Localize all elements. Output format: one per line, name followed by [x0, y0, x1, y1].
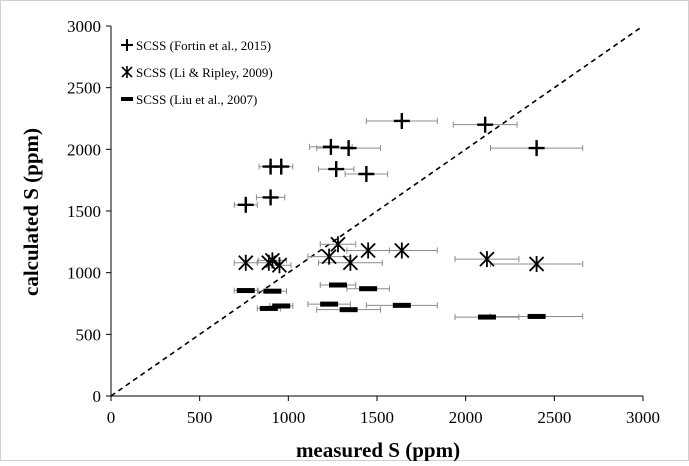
legend-asterisk-d2 — [121, 66, 133, 78]
data-point-plus — [322, 138, 339, 155]
data-point-asterisk — [264, 252, 281, 269]
y-tick-label: 1000 — [67, 264, 101, 283]
x-tick-label: 1000 — [271, 408, 305, 427]
data-point-asterisk — [342, 254, 359, 271]
data-point-plus — [358, 166, 375, 182]
data-point-asterisk — [479, 251, 495, 268]
y-axis-title: calculated S (ppm) — [19, 128, 43, 296]
asterisk-marker-d2 — [238, 255, 254, 271]
x-tick-label: 2500 — [537, 408, 571, 427]
data-point-dash — [477, 314, 496, 320]
data-point-plus — [237, 196, 254, 213]
x-tick-label: 0 — [107, 408, 116, 427]
legend-label: SCSS (Fortin et al., 2015) — [136, 38, 271, 53]
asterisk-marker-d2 — [528, 256, 545, 272]
legend-item: SCSS (Liu et al., 2007) — [121, 92, 257, 107]
asterisk-marker-d2 — [479, 251, 495, 267]
data-point-plus — [328, 161, 345, 178]
data-point-dash — [392, 302, 411, 308]
data-point-asterisk — [394, 242, 410, 259]
data-point-plus — [528, 140, 545, 157]
legend: SCSS (Fortin et al., 2015) SCSS (Li & Rip… — [121, 38, 273, 107]
asterisk-marker-d2 — [321, 248, 337, 265]
y-tick-label: 500 — [76, 325, 102, 344]
dash-marker — [392, 302, 411, 308]
data-point-plus — [340, 140, 357, 157]
x-tick-label: 2000 — [449, 408, 483, 427]
y-tick-label: 2000 — [67, 140, 101, 159]
data-point-asterisk — [238, 254, 254, 271]
asterisk-marker-d2 — [342, 255, 359, 271]
data-point-asterisk — [321, 248, 337, 265]
legend-label: SCSS (Li & Ripley, 2009) — [136, 65, 273, 80]
dash-marker — [263, 288, 282, 294]
data-point-asterisk — [271, 257, 288, 274]
data-points-layer — [236, 112, 546, 320]
data-point-dash — [236, 288, 255, 294]
y-tick-label: 1500 — [67, 202, 101, 221]
x-axis-title: measured S (ppm) — [296, 438, 460, 461]
asterisk-marker-d2 — [271, 257, 288, 273]
data-point-dash — [272, 303, 291, 309]
data-point-asterisk — [528, 256, 545, 273]
x-tick-label: 500 — [187, 408, 213, 427]
legend-item: SCSS (Fortin et al., 2015) — [121, 38, 271, 53]
data-point-dash — [328, 282, 347, 288]
y-tick-label: 3000 — [67, 17, 101, 36]
dash-marker — [236, 288, 255, 294]
y-tick-label: 0 — [93, 387, 102, 406]
data-point-dash — [339, 307, 358, 313]
data-point-asterisk — [330, 236, 346, 253]
dash-marker — [320, 301, 339, 307]
dash-marker — [527, 313, 546, 319]
axes-layer: 0 500 1000 1500 2000 2500 3000 0 500 1000 1500 2000… — [67, 17, 660, 427]
y-tick-label: 2500 — [67, 79, 101, 98]
dash-marker — [272, 303, 291, 309]
legend-dash — [121, 97, 133, 101]
data-point-plus — [262, 189, 279, 206]
asterisk-marker-d2 — [394, 242, 410, 259]
dash-marker — [328, 282, 347, 288]
data-point-dash — [359, 286, 378, 292]
data-point-dash — [527, 313, 546, 319]
x-tick-label: 1500 — [360, 408, 394, 427]
data-point-dash — [320, 301, 339, 307]
dash-marker — [477, 314, 496, 320]
x-tick-label: 3000 — [626, 408, 660, 427]
legend-item: SCSS (Li & Ripley, 2009) — [121, 65, 273, 80]
one-to-one-line — [110, 25, 644, 397]
data-point-asterisk — [360, 242, 376, 259]
dash-marker — [359, 286, 378, 292]
asterisk-marker-d2 — [264, 252, 281, 268]
dash-marker — [259, 305, 278, 311]
data-point-plus — [393, 112, 410, 129]
dash-marker — [339, 307, 358, 313]
asterisk-marker-d2 — [330, 236, 346, 252]
data-point-dash — [263, 288, 282, 294]
data-point-dash — [259, 305, 278, 311]
data-point-plus — [273, 158, 290, 175]
data-point-plus — [477, 116, 494, 133]
legend-label: SCSS (Liu et al., 2007) — [136, 92, 257, 107]
asterisk-marker-d2 — [360, 242, 376, 259]
reference-line-layer — [110, 25, 644, 397]
